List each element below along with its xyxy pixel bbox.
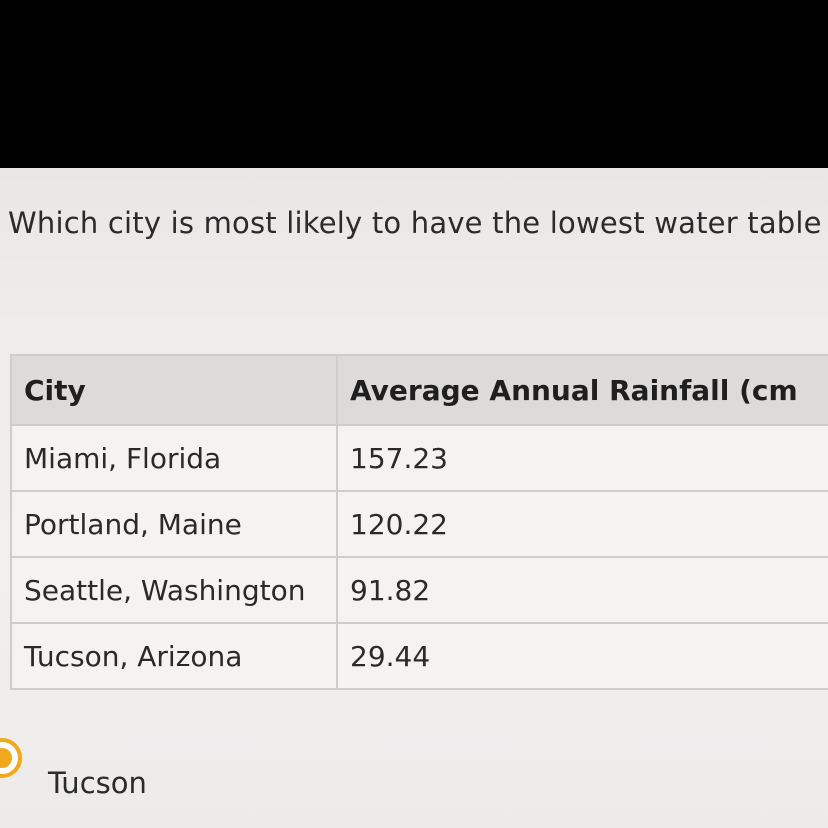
rainfall-cell: 29.44 bbox=[336, 622, 828, 690]
city-cell: Tucson, Arizona bbox=[10, 622, 338, 690]
selected-radio-button[interactable] bbox=[0, 738, 22, 778]
city-cell: Portland, Maine bbox=[10, 490, 338, 558]
table-row: Seattle, Washington 91.82 bbox=[10, 556, 828, 624]
table-header-row: City Average Annual Rainfall (cm bbox=[10, 354, 828, 426]
rainfall-cell: 91.82 bbox=[336, 556, 828, 624]
city-cell: Miami, Florida bbox=[10, 424, 338, 492]
rainfall-cell: 120.22 bbox=[336, 490, 828, 558]
table-row: Miami, Florida 157.23 bbox=[10, 424, 828, 492]
column-header-city: City bbox=[10, 354, 338, 426]
question-text: Which city is most likely to have the lo… bbox=[8, 206, 822, 240]
table-row: Portland, Maine 120.22 bbox=[10, 490, 828, 558]
answer-label[interactable]: Tucson bbox=[48, 766, 147, 800]
city-cell: Seattle, Washington bbox=[10, 556, 338, 624]
table-row: Tucson, Arizona 29.44 bbox=[10, 622, 828, 690]
monitor-bezel bbox=[0, 0, 828, 172]
quiz-screen: Which city is most likely to have the lo… bbox=[0, 168, 828, 828]
answer-option[interactable]: Tucson bbox=[0, 730, 828, 828]
rainfall-table: City Average Annual Rainfall (cm Miami, … bbox=[10, 354, 828, 690]
column-header-rainfall: Average Annual Rainfall (cm bbox=[336, 354, 828, 426]
rainfall-cell: 157.23 bbox=[336, 424, 828, 492]
